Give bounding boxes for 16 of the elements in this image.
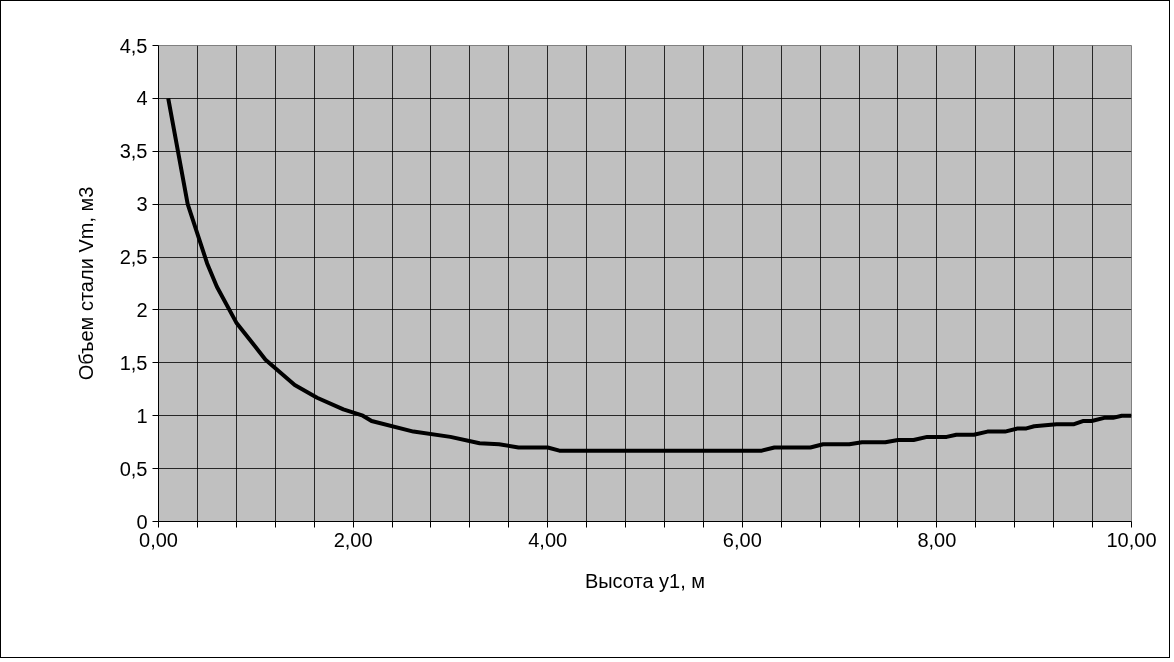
y-tick-label: 4 [136,87,148,110]
y-tick-label: 0,5 [119,457,148,480]
x-axis-title: Высота у1, м [584,569,706,592]
y-tick-label: 2 [136,298,148,321]
x-tick-label: 8,00 [917,528,957,551]
y-tick-label: 1,5 [119,351,148,374]
y-axis-title: Объем стали Vm, м3 [74,186,97,381]
x-tick-label: 4,00 [528,528,568,551]
y-tick-label: 3 [136,193,148,216]
y-tick-label: 2,5 [119,246,148,269]
x-tick-label: 6,00 [722,528,762,551]
y-tick-label: 1 [136,404,148,427]
x-tick-label: 10,00 [1106,528,1157,551]
y-tick-label: 3,5 [119,140,148,163]
y-tick-label: 4,5 [119,34,148,57]
x-tick-label: 2,00 [333,528,373,551]
